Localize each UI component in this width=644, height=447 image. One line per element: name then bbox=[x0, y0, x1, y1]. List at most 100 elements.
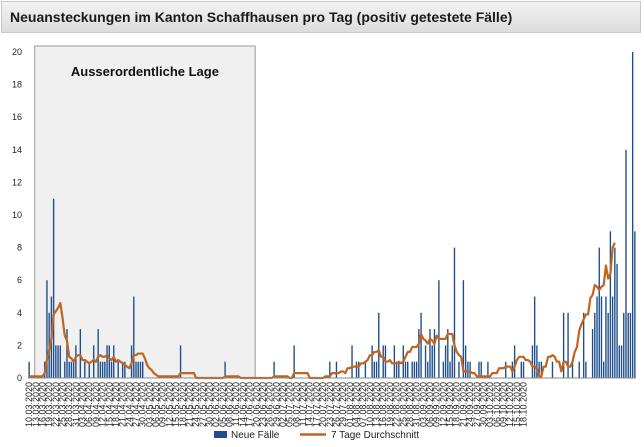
bar bbox=[429, 329, 431, 378]
bar bbox=[551, 361, 554, 378]
bar bbox=[505, 361, 507, 378]
x-tick-label: 18.04.2020 bbox=[111, 382, 121, 427]
y-tick-label: 20 bbox=[12, 47, 22, 57]
bar bbox=[620, 345, 623, 378]
y-tick-label: 2 bbox=[17, 340, 22, 350]
x-tick-label: 29.06.2020 bbox=[271, 382, 281, 427]
y-tick-label: 8 bbox=[17, 243, 22, 253]
bar bbox=[611, 296, 614, 378]
bar bbox=[375, 361, 378, 378]
bar bbox=[433, 329, 436, 378]
x-axis: 10.03.202013.03.202016.03.202019.03.2020… bbox=[24, 382, 528, 427]
x-tick-label: 29.07.2020 bbox=[338, 382, 348, 427]
y-tick-label: 18 bbox=[12, 80, 22, 90]
bar bbox=[293, 345, 295, 378]
bar bbox=[137, 361, 139, 378]
x-tick-label: 20.06.2020 bbox=[251, 382, 261, 427]
bar bbox=[623, 312, 625, 378]
x-tick-label: 19.08.2020 bbox=[385, 382, 395, 427]
bar bbox=[351, 345, 353, 378]
x-tick-label: 25.08.2020 bbox=[398, 382, 408, 427]
bar bbox=[55, 345, 57, 378]
bar bbox=[449, 361, 451, 378]
bar bbox=[335, 361, 338, 378]
x-tick-label: 12.09.2020 bbox=[438, 382, 448, 427]
bar bbox=[179, 345, 182, 378]
bar bbox=[64, 361, 66, 378]
bar-series bbox=[28, 52, 636, 378]
x-tick-label: 18.10.2020 bbox=[519, 382, 529, 427]
x-tick-label: 03.09.2020 bbox=[418, 382, 428, 427]
bar bbox=[616, 263, 618, 378]
bar bbox=[562, 312, 565, 378]
bar bbox=[70, 361, 73, 378]
bar bbox=[142, 361, 144, 378]
bar bbox=[618, 345, 620, 378]
x-tick-label: 06.04.2020 bbox=[84, 382, 94, 427]
x-tick-label: 21.04.2020 bbox=[118, 382, 128, 427]
bar bbox=[480, 361, 482, 378]
bar bbox=[121, 361, 124, 378]
x-tick-label: 09.05.2020 bbox=[158, 382, 168, 427]
x-tick-label: 03.10.2020 bbox=[485, 382, 495, 427]
x-tick-label: 13.03.2020 bbox=[31, 382, 41, 427]
x-tick-label: 24.05.2020 bbox=[191, 382, 201, 427]
bar bbox=[75, 345, 77, 378]
x-tick-label: 17.07.2020 bbox=[311, 382, 321, 427]
x-tick-label: 06.10.2020 bbox=[492, 382, 502, 427]
bar bbox=[513, 345, 516, 378]
bar bbox=[110, 361, 113, 378]
bar bbox=[355, 361, 358, 378]
x-tick-label: 11.06.2020 bbox=[231, 382, 241, 426]
bar bbox=[578, 361, 580, 378]
legend-bar-swatch bbox=[214, 431, 227, 438]
bar bbox=[625, 149, 627, 378]
bar bbox=[97, 329, 99, 378]
x-tick-label: 15.04.2020 bbox=[104, 382, 114, 427]
bar bbox=[371, 345, 373, 378]
bar bbox=[373, 361, 376, 378]
x-tick-label: 15.10.2020 bbox=[512, 382, 522, 427]
x-tick-label: 03.04.2020 bbox=[78, 382, 88, 427]
bar bbox=[358, 361, 360, 378]
x-tick-label: 22.08.2020 bbox=[392, 382, 402, 427]
x-tick-label: 04.08.2020 bbox=[351, 382, 361, 427]
x-tick-label: 14.06.2020 bbox=[238, 382, 248, 427]
bar bbox=[52, 198, 55, 378]
bar bbox=[329, 361, 331, 378]
bar bbox=[458, 361, 460, 378]
x-tick-label: 02.07.2020 bbox=[278, 382, 288, 427]
x-tick-label: 24.09.2020 bbox=[465, 382, 475, 427]
bar bbox=[453, 247, 456, 378]
bar bbox=[469, 361, 471, 378]
bar bbox=[99, 361, 102, 378]
bar bbox=[614, 247, 616, 378]
x-tick-label: 08.06.2020 bbox=[225, 382, 235, 427]
bar bbox=[536, 345, 538, 378]
bar bbox=[411, 361, 413, 378]
bar bbox=[605, 296, 607, 378]
bar bbox=[478, 361, 480, 378]
x-tick-label: 13.08.2020 bbox=[372, 382, 382, 427]
bar bbox=[467, 361, 469, 378]
bar bbox=[603, 361, 605, 378]
bar bbox=[59, 345, 61, 378]
bar bbox=[600, 296, 603, 378]
bar bbox=[585, 361, 587, 378]
bar bbox=[398, 361, 400, 378]
bar bbox=[520, 361, 522, 378]
legend-bar-label: Neue Fälle bbox=[231, 430, 280, 441]
x-tick-label: 18.05.2020 bbox=[178, 382, 188, 427]
x-tick-label: 31.08.2020 bbox=[412, 382, 422, 427]
x-tick-label: 07.08.2020 bbox=[358, 382, 368, 427]
bar bbox=[531, 345, 534, 378]
bar bbox=[117, 361, 119, 378]
x-tick-label: 12.05.2020 bbox=[164, 382, 174, 427]
bar bbox=[631, 52, 634, 378]
x-tick-label: 16.03.2020 bbox=[37, 382, 47, 427]
bar bbox=[404, 361, 407, 378]
bar bbox=[88, 361, 90, 378]
x-tick-label: 25.03.2020 bbox=[58, 382, 68, 427]
x-tick-label: 17.06.2020 bbox=[245, 382, 255, 427]
bar bbox=[442, 361, 445, 378]
